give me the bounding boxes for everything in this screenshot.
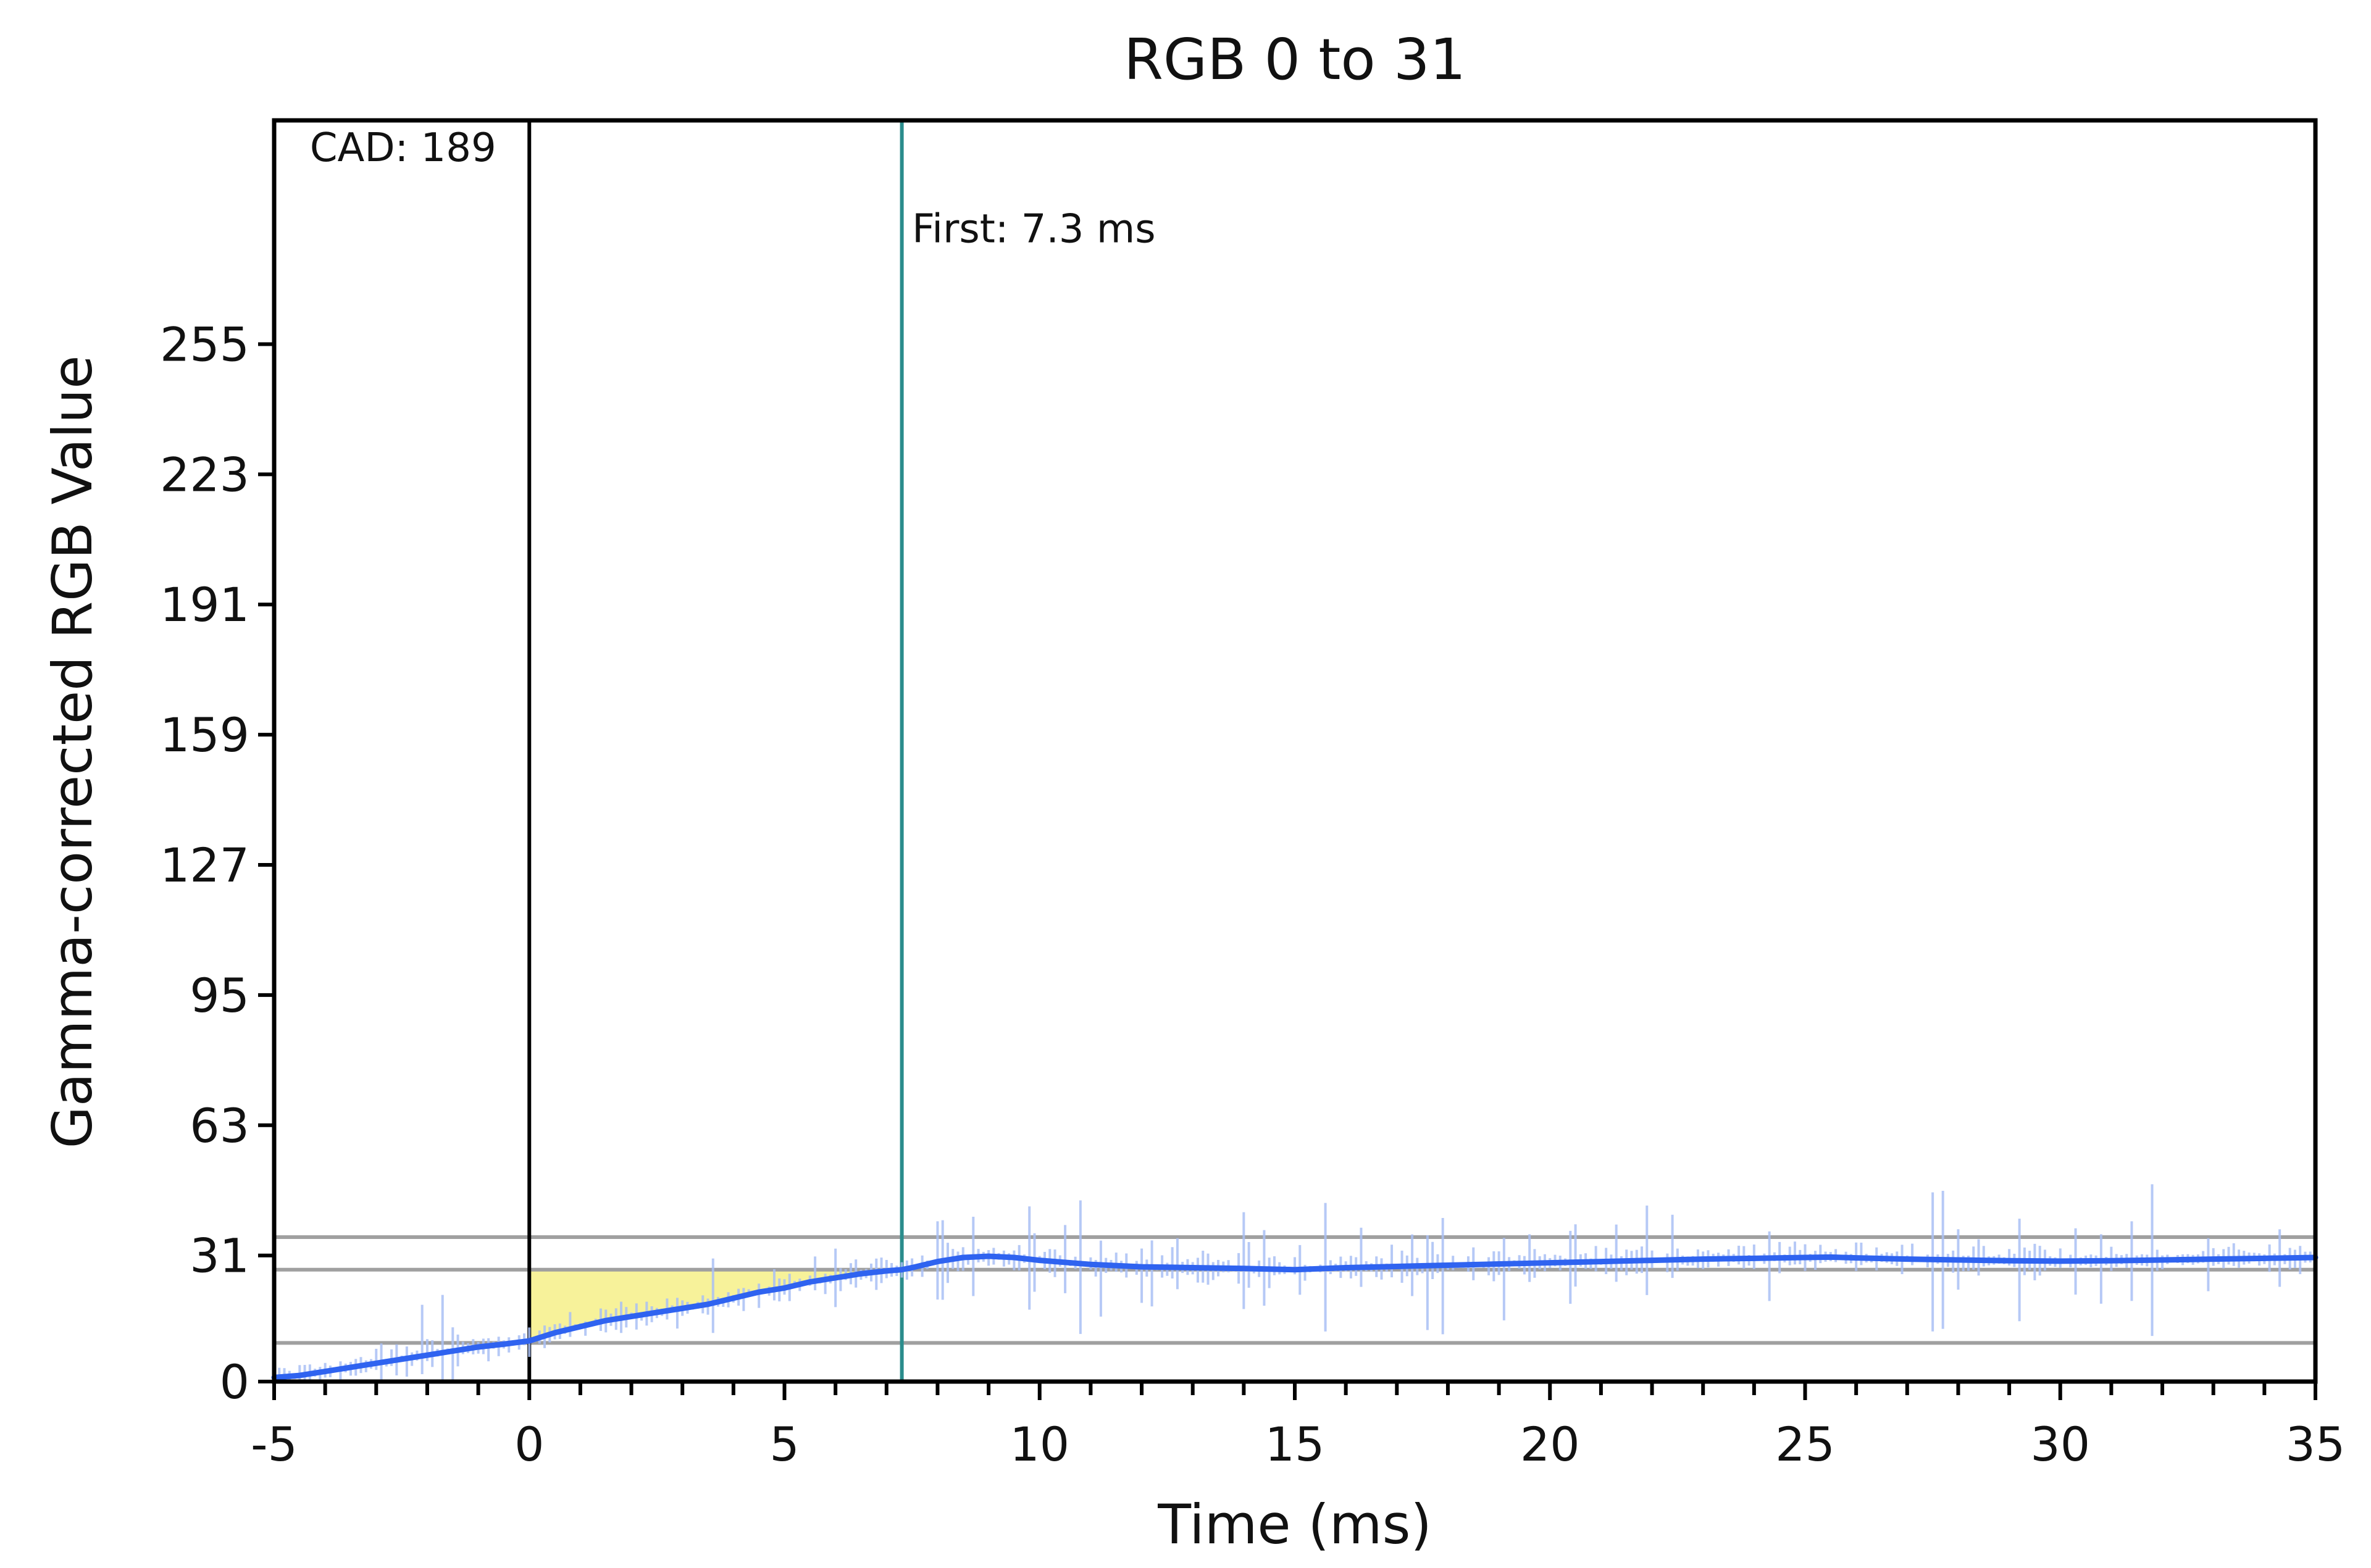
series-point — [1345, 1267, 1347, 1268]
series-point — [580, 1326, 581, 1327]
series-point — [2110, 1260, 2112, 1261]
series-point — [1243, 1268, 1244, 1269]
series-point — [1141, 1266, 1142, 1267]
y-tick-label: 63 — [190, 1098, 249, 1153]
x-tick-label: -5 — [251, 1417, 298, 1472]
chart-title: RGB 0 to 31 — [1124, 27, 1466, 93]
series-point — [605, 1320, 606, 1321]
series-point — [937, 1261, 938, 1262]
series-point — [911, 1267, 913, 1268]
series-point — [1907, 1259, 1908, 1260]
x-ticks-layer: -5 0 5 10 15 20 25 30 35 — [251, 1382, 2345, 1472]
series-point — [1090, 1264, 1091, 1265]
series-point — [733, 1298, 734, 1299]
series-point — [758, 1291, 759, 1293]
series-point — [988, 1256, 989, 1257]
annotations-layer: CAD: 189 First: 7.3 ms — [310, 125, 1156, 252]
series-point — [784, 1287, 785, 1288]
series-point — [478, 1346, 479, 1348]
series-point — [2162, 1259, 2163, 1261]
series-point — [1855, 1257, 1857, 1259]
series-point — [1447, 1265, 1449, 1266]
series-point — [401, 1359, 403, 1360]
y-tick-label: 223 — [160, 447, 249, 502]
y-ticks-layer: 0 31 63 95 127 159 191 223 255 — [160, 317, 274, 1409]
series-point — [809, 1282, 811, 1283]
x-tick-label: 35 — [2286, 1417, 2346, 1472]
series-point — [1957, 1259, 1959, 1261]
series-point — [529, 1340, 530, 1341]
series-point — [682, 1307, 683, 1309]
plot-frame — [272, 118, 2318, 1384]
y-tick-label: 0 — [220, 1354, 249, 1409]
shaded-area — [529, 1269, 902, 1341]
y-tick-label: 159 — [160, 707, 249, 762]
series-point — [1396, 1266, 1397, 1267]
reference-lines-layer — [274, 120, 2315, 1382]
series-point — [375, 1362, 377, 1364]
series-point — [1499, 1264, 1500, 1265]
series-point — [1013, 1257, 1014, 1258]
annotation-label: First: 7.3 ms — [912, 207, 1155, 252]
x-tick-label: 20 — [1520, 1417, 1580, 1472]
series-point — [452, 1351, 453, 1352]
shaded-region-layer — [529, 1269, 902, 1341]
series-point — [2213, 1259, 2214, 1260]
series-point — [554, 1332, 556, 1333]
x-tick-label: 10 — [1010, 1417, 1069, 1472]
series-point — [1702, 1259, 1704, 1260]
x-tick-label: 30 — [2030, 1417, 2090, 1472]
series-point — [1805, 1257, 1806, 1258]
series-point — [860, 1273, 861, 1274]
y-tick-label: 31 — [190, 1228, 249, 1283]
series-point — [1192, 1267, 1194, 1268]
x-tick-label: 15 — [1265, 1417, 1325, 1472]
y-axis-label: Gamma-corrected RGB Value — [41, 356, 104, 1149]
x-tick-label: 25 — [1775, 1417, 1835, 1472]
series-point — [1294, 1269, 1295, 1270]
series-point — [1039, 1260, 1040, 1261]
y-tick-label: 255 — [160, 317, 249, 372]
series-point — [2009, 1260, 2010, 1261]
series-point — [835, 1277, 836, 1278]
series-point — [963, 1257, 964, 1258]
y-tick-label: 191 — [160, 577, 249, 632]
series-point — [708, 1304, 709, 1305]
series-point — [299, 1375, 300, 1376]
series-point — [350, 1367, 351, 1368]
series-point — [901, 1269, 903, 1270]
x-tick-label: 0 — [514, 1417, 544, 1472]
series-point — [656, 1312, 658, 1313]
series-point — [631, 1316, 632, 1317]
series-point — [1549, 1262, 1550, 1264]
y-tick-label: 127 — [160, 838, 249, 893]
series-line — [271, 1253, 2319, 1380]
series-point — [2060, 1261, 2061, 1262]
x-axis-label: Time (ms) — [1157, 1493, 1432, 1556]
series-point — [1652, 1260, 1653, 1261]
series-point — [2264, 1257, 2265, 1259]
series-point — [1600, 1261, 1602, 1262]
series-point — [325, 1371, 326, 1372]
y-tick-label: 95 — [190, 968, 249, 1023]
series-point — [503, 1343, 504, 1345]
x-tick-label: 5 — [769, 1417, 799, 1472]
series-point — [427, 1354, 428, 1356]
series-point — [1830, 1256, 1831, 1257]
series-layer — [271, 1253, 2319, 1380]
annotation-label: CAD: 189 — [310, 125, 496, 171]
series-point — [1754, 1257, 1755, 1259]
series-point — [886, 1270, 887, 1272]
